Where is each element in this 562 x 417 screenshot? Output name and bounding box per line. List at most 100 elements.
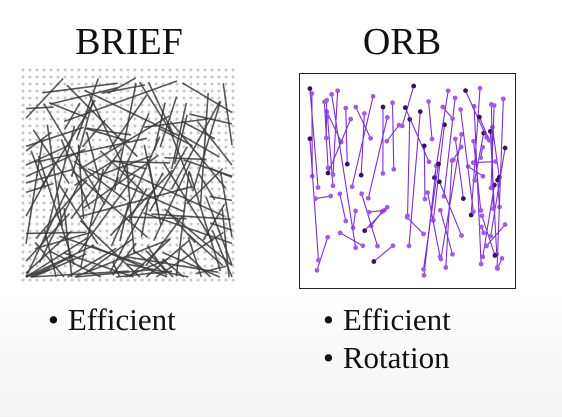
- grid-dot: [190, 272, 193, 275]
- sample-point: [453, 96, 458, 101]
- grid-dot: [204, 279, 207, 282]
- grid-dot: [134, 125, 137, 128]
- grid-dot: [120, 279, 123, 282]
- grid-dot: [22, 174, 25, 177]
- grid-dot: [106, 181, 109, 184]
- grid-dot: [176, 202, 179, 205]
- grid-dot: [225, 216, 228, 219]
- sample-point: [360, 243, 365, 248]
- sample-point: [478, 155, 483, 160]
- grid-dot: [204, 69, 207, 72]
- grid-dot: [57, 111, 60, 114]
- grid-dot: [218, 153, 221, 156]
- grid-dot: [176, 279, 179, 282]
- grid-dot: [218, 167, 221, 170]
- grid-dot: [36, 125, 39, 128]
- grid-dot: [190, 104, 193, 107]
- grid-dot: [211, 146, 214, 149]
- grid-dot: [50, 272, 53, 275]
- grid-dot: [113, 279, 116, 282]
- grid-dot: [99, 202, 102, 205]
- grid-dot: [134, 69, 137, 72]
- grid-dot: [43, 223, 46, 226]
- grid-dot: [43, 132, 46, 135]
- grid-dot: [22, 188, 25, 191]
- grid-dot: [169, 153, 172, 156]
- sample-point: [477, 115, 482, 120]
- grid-dot: [169, 90, 172, 93]
- sample-point: [481, 174, 486, 179]
- grid-dot: [113, 69, 116, 72]
- grid-dot: [225, 167, 228, 170]
- grid-dot: [22, 118, 25, 121]
- grid-dot: [176, 230, 179, 233]
- grid-dot: [71, 209, 74, 212]
- grid-dot: [218, 258, 221, 261]
- sample-point: [353, 245, 358, 250]
- grid-dot: [218, 97, 221, 100]
- test-pair-line: [340, 233, 363, 246]
- grid-dot: [183, 146, 186, 149]
- grid-dot: [78, 90, 81, 93]
- sample-point: [453, 137, 458, 142]
- grid-dot: [29, 237, 32, 240]
- sample-point: [471, 209, 476, 214]
- grid-dot: [183, 279, 186, 282]
- sample-point: [481, 230, 486, 235]
- sample-point: [343, 106, 348, 111]
- test-pair-line: [408, 119, 410, 215]
- grid-dot: [232, 216, 235, 219]
- sample-point: [421, 267, 426, 272]
- grid-dot: [232, 132, 235, 135]
- grid-dot: [36, 223, 39, 226]
- grid-dot: [64, 181, 67, 184]
- grid-dot: [85, 97, 88, 100]
- sample-point: [403, 105, 408, 110]
- grid-dot: [211, 251, 214, 254]
- grid-dot: [92, 125, 95, 128]
- grid-dot: [29, 195, 32, 198]
- sample-point: [325, 235, 330, 240]
- sample-point: [345, 162, 350, 167]
- test-pair-line: [346, 108, 347, 164]
- grid-dot: [50, 69, 53, 72]
- grid-dot: [183, 237, 186, 240]
- grid-dot: [113, 216, 116, 219]
- grid-dot: [190, 83, 193, 86]
- sample-point: [421, 232, 426, 237]
- grid-dot: [169, 160, 172, 163]
- grid-dot: [127, 279, 130, 282]
- sample-point: [495, 266, 500, 271]
- sample-point: [437, 179, 442, 184]
- test-pair-line: [353, 211, 355, 228]
- grid-dot: [71, 76, 74, 79]
- test-pair-line: [26, 127, 84, 146]
- grid-dot: [43, 195, 46, 198]
- grid-dot: [22, 132, 25, 135]
- grid-dot: [148, 132, 151, 135]
- grid-dot: [204, 90, 207, 93]
- sample-point: [490, 125, 495, 130]
- grid-dot: [36, 111, 39, 114]
- grid-dot: [197, 160, 200, 163]
- grid-dot: [162, 279, 165, 282]
- grid-dot: [85, 188, 88, 191]
- grid-dot: [148, 237, 151, 240]
- grid-dot: [36, 216, 39, 219]
- grid-dot: [211, 104, 214, 107]
- grid-dot: [64, 279, 67, 282]
- grid-dot: [57, 146, 60, 149]
- grid-dot: [36, 146, 39, 149]
- grid-dot: [71, 181, 74, 184]
- grid-dot: [225, 279, 228, 282]
- grid-dot: [162, 209, 165, 212]
- grid-dot: [92, 195, 95, 198]
- grid-dot: [36, 76, 39, 79]
- sample-point: [391, 243, 396, 248]
- sample-point: [436, 162, 441, 167]
- grid-dot: [85, 160, 88, 163]
- grid-dot: [57, 237, 60, 240]
- sample-point: [385, 115, 390, 120]
- test-pair-line: [102, 85, 145, 93]
- grid-dot: [155, 167, 158, 170]
